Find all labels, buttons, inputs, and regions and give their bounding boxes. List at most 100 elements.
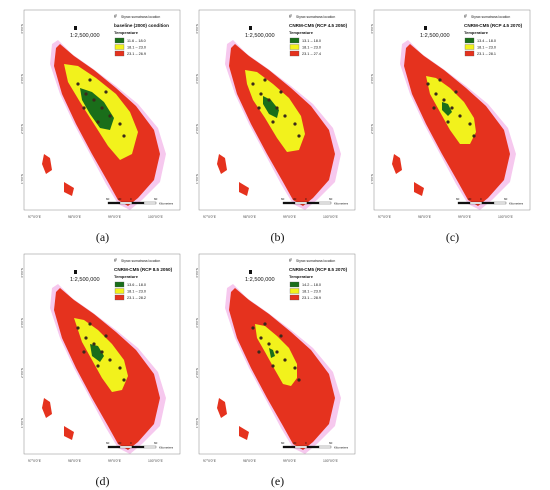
legend-swatch <box>289 281 300 288</box>
scale-ratio: 1:2,500,000 <box>245 277 275 283</box>
north-marker-icon <box>74 26 77 30</box>
latitude-tick-label: 2°0'0"N <box>370 124 374 134</box>
legend-range-label: 23.1 – 28.2 <box>127 296 146 300</box>
highland-mild-zone <box>255 324 297 386</box>
legend-range-label: 18.1 – 23.0 <box>477 46 496 50</box>
longitude-tick-label: 99°0'0"E <box>458 215 472 219</box>
map-panel-label: (a) <box>95 230 110 244</box>
latitude-tick-label: 2°0'0"N <box>195 368 199 378</box>
legend-swatch <box>464 44 475 50</box>
scale-unit-label: Kilometers <box>334 446 349 450</box>
scale-ratio: 1:2,500,000 <box>70 277 100 283</box>
scale-bar-segment <box>119 445 133 449</box>
scale-bar-segment <box>469 201 483 205</box>
location-marker-icon: # <box>114 14 117 20</box>
legend-range-label: 18.1 – 23.0 <box>127 46 146 50</box>
map-b: # Styrax sumatrana location CNRM-CM5 (RCP … <box>195 9 356 219</box>
scale-tick-label: 60 <box>154 441 158 445</box>
island-group <box>392 40 516 210</box>
longitude-tick-label: 97°0'0"E <box>28 215 42 219</box>
scale-bar-segment <box>481 201 495 205</box>
longitude-tick-label: 100°0'0"E <box>323 215 339 219</box>
island-group <box>42 40 166 210</box>
longitude-tick-label: 100°0'0"E <box>323 459 339 463</box>
legend-swatch <box>114 44 125 50</box>
nias-island <box>64 182 74 196</box>
north-marker-icon <box>424 26 427 30</box>
scale-ratio: 1:2,500,000 <box>70 33 100 39</box>
scale-bar-segment <box>282 445 296 449</box>
scale-unit-label: Kilometers <box>334 202 349 206</box>
latitude-tick-label: 4°0'0"N <box>195 24 199 34</box>
scale-bar-segment <box>318 445 332 449</box>
scale-unit-label: Kilometers <box>509 202 524 206</box>
legend-swatch <box>114 281 125 288</box>
scale-bar-segment <box>294 445 308 449</box>
longitude-tick-label: 97°0'0"E <box>378 215 392 219</box>
legend-swatch <box>289 288 300 294</box>
longitude-tick-label: 98°0'0"E <box>68 215 82 219</box>
scale-bar-segment <box>131 445 145 449</box>
longitude-tick-label: 98°0'0"E <box>243 459 257 463</box>
north-marker-icon <box>74 270 77 274</box>
temperature-heading: Temperature <box>464 30 489 35</box>
temperature-heading: Temperature <box>289 30 314 35</box>
map-overlay: # Styrax sumatrana location CNRM-CM5 (RCP … <box>195 14 349 219</box>
island-group <box>217 284 341 454</box>
map-panel-c: # Styrax sumatrana location CNRM-CM5 (RCP … <box>370 4 535 244</box>
scale-bar-segment <box>143 201 157 205</box>
location-marker-label: Styrax sumatrana location <box>471 15 510 19</box>
nias-island <box>64 426 74 440</box>
location-marker-icon: # <box>289 14 292 20</box>
location-points <box>251 322 301 382</box>
frame <box>198 253 356 455</box>
highland-cool-zone <box>80 88 114 130</box>
scale-bar-segment <box>107 445 121 449</box>
nias-island <box>414 182 424 196</box>
frame <box>23 253 181 455</box>
longitude-tick-label: 97°0'0"E <box>28 459 42 463</box>
scenario-title: CNRM-CM5 (RCP 4.5 2050) <box>289 23 348 28</box>
scale-bar-segment <box>107 201 121 205</box>
mentawai-island <box>217 154 227 174</box>
scale-tick-label: 0 <box>480 197 482 201</box>
legend-swatch <box>289 50 300 57</box>
location-points <box>426 78 476 138</box>
scale-tick-label: 60 <box>154 197 158 201</box>
latitude-tick-label: 4°0'0"N <box>20 268 24 278</box>
highland-cool-zone <box>269 348 275 358</box>
temperature-heading: Temperature <box>289 274 314 279</box>
legend-range-label: 23.1 – 28.9 <box>302 296 321 300</box>
map-panel-label: (c) <box>445 230 460 244</box>
scale-bar-segment <box>131 201 145 205</box>
legend-range-label: 18.1 – 23.0 <box>127 290 146 294</box>
longitude-tick-label: 99°0'0"E <box>108 215 122 219</box>
scale-tick-label: 60 <box>281 441 285 445</box>
legend-swatch <box>114 288 125 294</box>
latitude-tick-label: 1°0'0"N <box>195 418 199 428</box>
map-panel-e: # Styrax sumatrana location CNRM-CM5 (RCP … <box>195 248 360 488</box>
scale-tick-label: 60 <box>329 197 333 201</box>
latitude-tick-label: 1°0'0"N <box>195 174 199 184</box>
map-panel-label: (e) <box>270 474 285 488</box>
scale-bar-segment <box>119 201 133 205</box>
scale-bar-segment <box>318 201 332 205</box>
legend-range-label: 23.1 – 27.4 <box>302 52 321 56</box>
scale-tick-label: 0 <box>130 197 132 201</box>
latitude-tick-label: 2°0'0"N <box>20 124 24 134</box>
longitude-tick-label: 98°0'0"E <box>418 215 432 219</box>
scale-bar-segment <box>493 201 507 205</box>
latitude-tick-label: 4°0'0"N <box>20 24 24 34</box>
latitude-tick-label: 1°0'0"N <box>20 418 24 428</box>
scenario-title: CNRM-CM5 (RCP 8.5 2050) <box>114 267 173 272</box>
frame <box>198 9 356 211</box>
longitude-tick-label: 100°0'0"E <box>498 215 514 219</box>
longitude-tick-label: 97°0'0"E <box>203 459 217 463</box>
scale-tick-label: 30 <box>293 441 297 445</box>
longitude-tick-label: 99°0'0"E <box>108 459 122 463</box>
frame <box>373 9 531 211</box>
scale-tick-label: 30 <box>468 197 472 201</box>
legend-swatch <box>114 37 125 44</box>
latitude-tick-label: 3°0'0"N <box>370 74 374 84</box>
scale-ratio: 1:2,500,000 <box>420 33 450 39</box>
